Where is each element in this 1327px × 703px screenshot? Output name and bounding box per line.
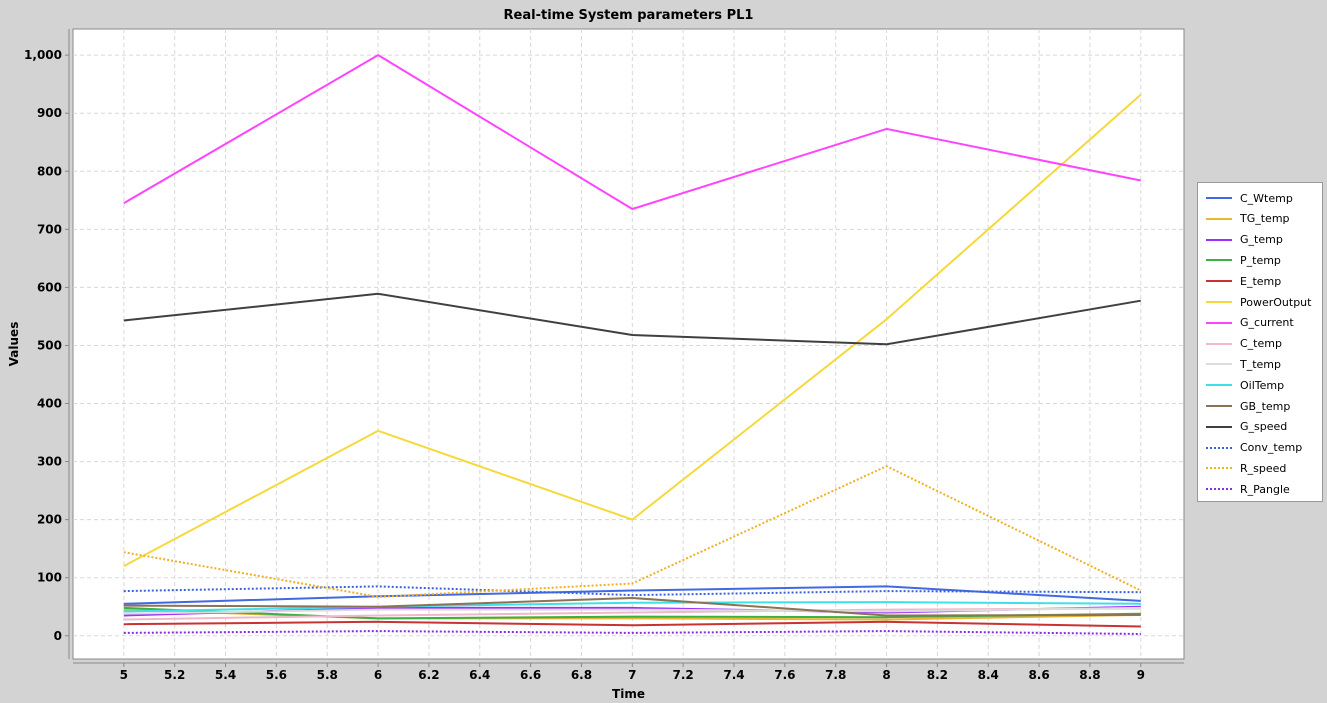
x-tick-label: 5.8: [317, 668, 338, 682]
plot-area: [72, 28, 1185, 660]
x-tick-label: 8.2: [927, 668, 948, 682]
legend-item: P_temp: [1206, 253, 1281, 267]
y-tick-label: 500: [37, 338, 62, 352]
x-tick-label: 5.4: [215, 668, 236, 682]
x-tick-label: 5.6: [266, 668, 287, 682]
series-line-conv-temp: [123, 585, 1141, 597]
legend-swatch: [1206, 446, 1232, 449]
legend-label: R_speed: [1240, 461, 1287, 475]
legend-item: PowerOutput: [1206, 295, 1311, 309]
legend-item: TG_temp: [1206, 212, 1290, 226]
legend-label: C_Wtemp: [1240, 191, 1293, 205]
legend-item: G_speed: [1206, 420, 1287, 434]
legend-swatch: [1206, 342, 1232, 345]
x-tick-label: 5: [120, 668, 128, 682]
legend-label: PowerOutput: [1240, 295, 1312, 309]
legend-item: OilTemp: [1206, 378, 1284, 392]
x-tick-label: 6.6: [520, 668, 541, 682]
series-line-t-temp: [123, 606, 1141, 615]
legend-label: G_current: [1240, 316, 1294, 330]
x-tick-label: 8.6: [1028, 668, 1049, 682]
legend-swatch: [1206, 321, 1232, 324]
x-tick-label: 8.4: [978, 668, 999, 682]
y-tick-label: 600: [37, 280, 62, 294]
x-tick-label: 7.4: [723, 668, 744, 682]
series-line-c-temp: [123, 607, 1141, 621]
legend-swatch: [1206, 405, 1232, 407]
legend-label: P_temp: [1240, 253, 1281, 267]
legend-swatch: [1206, 197, 1232, 199]
x-tick-label: 8.8: [1079, 668, 1100, 682]
legend-swatch: [1206, 363, 1232, 366]
y-tick-label: 100: [37, 571, 62, 585]
legend-label: C_temp: [1240, 337, 1282, 351]
series-line-gb-temp: [123, 597, 1141, 617]
x-tick-label: 7.6: [774, 668, 795, 682]
legend-item: G_current: [1206, 316, 1294, 330]
legend-swatch: [1206, 425, 1232, 428]
series-line-g-speed: [123, 292, 1141, 346]
legend-swatch: [1206, 488, 1232, 491]
legend-label: G_speed: [1240, 420, 1288, 434]
series-line-oiltemp: [123, 601, 1141, 613]
series-line-c-wtemp: [123, 585, 1141, 605]
x-tick-label: 6.2: [418, 668, 439, 682]
axes: 0 100 200 300 400 500 600 700 800 900 1,000 5 5.2 5.4…: [24, 29, 1184, 682]
x-tick-label: 6.8: [571, 668, 592, 682]
y-tick-label: 1,000: [24, 48, 62, 62]
y-tick-label: 400: [37, 397, 62, 411]
series-lines: [123, 54, 1142, 635]
x-tick-label: 7.2: [673, 668, 694, 682]
legend-item: T_temp: [1206, 357, 1281, 371]
y-tick-label: 300: [37, 455, 62, 469]
legend-label: TG_temp: [1240, 212, 1290, 226]
x-tick-label: 8: [882, 668, 890, 682]
legend-label: E_temp: [1240, 274, 1282, 288]
legend-label: R_Pangle: [1240, 482, 1290, 496]
chart-title: Real-time System parameters PL1: [503, 8, 754, 23]
legend-label: T_temp: [1240, 357, 1281, 371]
legend-label: GB_temp: [1240, 399, 1291, 413]
y-tick-label: 700: [37, 222, 62, 236]
legend-item: C_Wtemp: [1206, 191, 1293, 205]
y-tick-label: 200: [37, 513, 62, 527]
legend-item: R_speed: [1206, 461, 1286, 475]
legend-item: Conv_temp: [1206, 441, 1302, 455]
legend-item: GB_temp: [1206, 399, 1290, 413]
legend-swatch: [1206, 280, 1232, 283]
x-tick-label: 5.2: [164, 668, 185, 682]
series-line-g-current: [123, 54, 1141, 210]
legend-swatch: [1206, 301, 1232, 303]
legend-swatch: [1206, 217, 1232, 220]
x-tick-label: 7: [628, 668, 636, 682]
y-tick-label: 0: [54, 629, 62, 643]
series-line-r-speed: [123, 465, 1142, 598]
legend-label: OilTemp: [1240, 378, 1285, 392]
series-line-r-pangle: [123, 630, 1141, 635]
x-axis-title: Time: [612, 687, 645, 701]
legend-label: G_temp: [1240, 233, 1283, 247]
x-tick-label: 6.4: [469, 668, 490, 682]
series-line-poweroutput: [123, 93, 1142, 567]
x-tick-label: 6: [374, 668, 382, 682]
legend-item: G_temp: [1206, 233, 1283, 247]
y-tick-label: 900: [37, 106, 62, 120]
legend-item: R_Pangle: [1206, 482, 1290, 496]
y-axis-title: Values: [7, 322, 21, 367]
legend-swatch: [1206, 384, 1232, 387]
legend-swatch: [1206, 259, 1232, 262]
legend: C_Wtemp TG_temp G_temp P_temp E_temp PowerOut…: [1197, 182, 1323, 502]
legend-label: Conv_temp: [1240, 441, 1303, 455]
x-tick-label: 7.8: [825, 668, 846, 682]
grid-lines: [73, 29, 1184, 659]
legend-swatch: [1206, 238, 1232, 241]
y-tick-label: 800: [37, 164, 62, 178]
series-line-e-temp: [123, 620, 1141, 628]
legend-swatch: [1206, 467, 1232, 470]
legend-item: C_temp: [1206, 337, 1282, 351]
legend-item: E_temp: [1206, 274, 1281, 288]
x-tick-label: 9: [1137, 668, 1145, 682]
